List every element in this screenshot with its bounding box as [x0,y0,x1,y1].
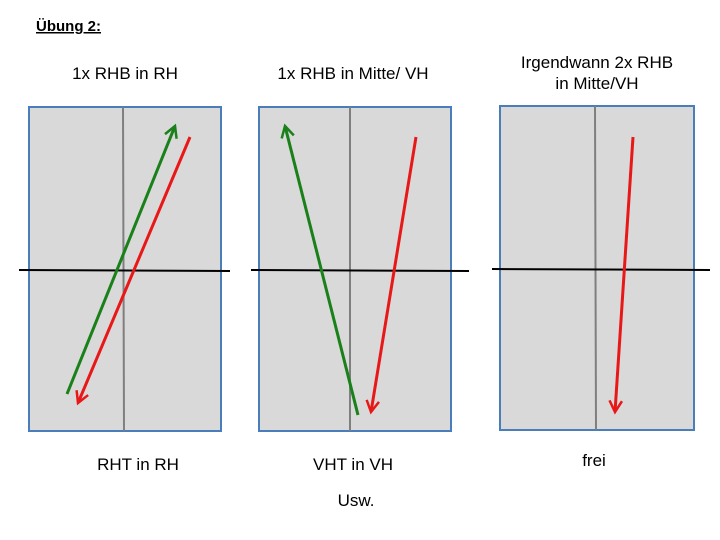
panel-bottom-label: VHT in VH [313,455,393,474]
center-line [594,105,597,431]
field [28,106,222,432]
panel-top-label: in Mitte/VH [555,74,638,93]
panel-bottom-label: frei [582,451,606,470]
field [499,105,695,431]
field [258,106,452,432]
half-line [250,269,470,272]
red-arrow [78,136,192,403]
footer: Usw. [338,491,375,510]
panel-bottom-label: RHT in RH [97,455,179,474]
half-line [18,269,231,272]
red-arrow [371,136,418,412]
panel-top-label: 1x RHB in RH [72,64,178,83]
panel-top-label: Irgendwann 2x RHB [521,53,673,72]
half-line [491,268,711,271]
green-arrow [285,126,360,416]
green-arrow [65,126,175,395]
slide-title: Übung 2: [36,18,101,35]
red-arrow [615,136,635,412]
center-line [122,106,125,432]
panel-top-label: 1x RHB in Mitte/ VH [277,64,428,83]
